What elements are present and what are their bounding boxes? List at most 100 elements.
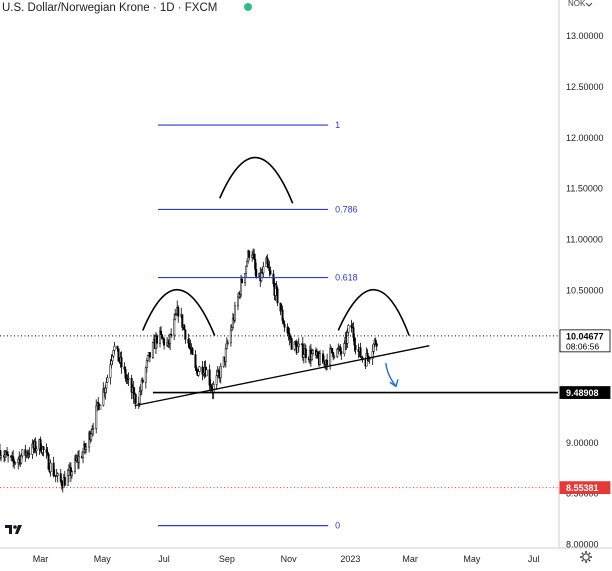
candle-body: [146, 355, 149, 361]
candle-body: [246, 261, 249, 267]
candle-body: [282, 320, 285, 325]
candle-body: [163, 338, 166, 346]
candle-body: [161, 334, 164, 339]
candle-body: [112, 350, 115, 357]
candle-body: [336, 349, 339, 357]
candle-body: [311, 350, 314, 354]
candle-body: [104, 387, 107, 393]
candle-body: [106, 377, 109, 383]
y-tick-label: 10.50000: [566, 285, 604, 295]
drawings-layer: 1 0.786 0.618 0: [0, 120, 558, 531]
candle-body: [12, 456, 15, 462]
candle-body: [332, 352, 335, 357]
candle-body: [60, 481, 63, 486]
fib-level-label: 0.786: [335, 204, 358, 214]
tradingview-logo-icon[interactable]: [4, 522, 22, 536]
x-tick-label: Nov: [281, 554, 298, 564]
candle-body: [39, 439, 42, 451]
candle-body: [138, 391, 141, 404]
candle-body: [141, 379, 144, 383]
candle-body: [268, 267, 271, 271]
x-tick-label: May: [94, 554, 112, 564]
candle-body: [47, 454, 50, 470]
candle-body: [296, 346, 299, 354]
chart-title: U.S. Dollar/Norwegian Krone · 1D · FXCM: [2, 2, 217, 14]
candle-body: [181, 314, 184, 328]
candle-body: [134, 394, 137, 404]
candle-body: [319, 353, 322, 365]
rising-trendline: [134, 345, 430, 407]
candle-body: [49, 462, 52, 472]
time-axis[interactable]: Mar May Jul Sep Nov 2023 Mar May Jul: [33, 554, 540, 564]
candle-body: [197, 371, 200, 376]
gear-icon[interactable]: [580, 551, 592, 563]
candle-body: [233, 305, 236, 321]
y-tick-label: 8.00000: [566, 539, 599, 549]
candle-body: [46, 452, 49, 455]
fib-level-label: 0.618: [335, 273, 358, 283]
candle-body: [333, 356, 336, 358]
candle-body: [352, 327, 355, 338]
candle-body: [140, 379, 143, 391]
candle-body: [353, 337, 356, 346]
candle-body: [350, 325, 353, 328]
candle-body: [110, 360, 113, 366]
price-tag-label: 8.55381: [566, 483, 599, 493]
candle-body: [205, 369, 208, 377]
y-tick-label: 11.00000: [566, 234, 603, 244]
candle-body: [82, 451, 85, 458]
candle-body: [339, 346, 342, 352]
candle-body: [359, 347, 362, 358]
candle-body: [297, 343, 300, 347]
candle-body: [177, 307, 180, 317]
candle-body: [262, 266, 265, 274]
candle-body: [253, 253, 256, 260]
price-tag: [559, 329, 611, 353]
candle-body: [229, 329, 232, 344]
candle-body: [145, 360, 148, 369]
candle-body: [67, 470, 70, 476]
fib-level-label: 0: [335, 521, 340, 531]
candle-body: [127, 378, 130, 380]
candle-body: [85, 446, 88, 450]
x-tick-label: Mar: [33, 554, 49, 564]
candle-body: [343, 343, 346, 354]
candle-body: [226, 342, 229, 344]
candle-body: [304, 348, 307, 359]
candle-body: [230, 327, 233, 331]
candle-body: [77, 455, 80, 463]
candle-body: [73, 458, 76, 472]
candle-body: [269, 270, 272, 275]
candle-body: [366, 352, 369, 357]
candle-body: [281, 309, 284, 321]
candle-body: [340, 351, 343, 354]
candle-body: [148, 352, 151, 358]
candle-body: [91, 429, 94, 435]
candle-body: [241, 279, 244, 284]
candle-body: [302, 354, 305, 358]
candle-body: [290, 338, 293, 350]
chevron-down-icon[interactable]: [585, 2, 593, 7]
candle-body: [219, 365, 222, 379]
candle-body: [28, 453, 31, 455]
price-tag: [559, 481, 611, 495]
candle-body: [255, 269, 258, 278]
candle-body: [175, 313, 178, 316]
candle-body: [0, 455, 3, 458]
y-tick-label: 9.00000: [566, 438, 599, 448]
candle-body: [368, 358, 371, 360]
candle-body: [266, 257, 269, 265]
candle-body: [326, 359, 329, 366]
candle-body: [97, 401, 100, 405]
x-tick-label: Mar: [402, 554, 418, 564]
candle-body: [194, 354, 197, 369]
candle-body: [117, 348, 120, 362]
x-tick-label: Jul: [528, 554, 540, 564]
candle-body: [187, 339, 190, 344]
candle-body: [251, 254, 254, 258]
candle-body: [276, 288, 279, 304]
candle-body: [316, 351, 319, 358]
price-axis[interactable]: 13.00000 12.50000 12.00000 11.50000 11.00000…: [559, 31, 611, 549]
